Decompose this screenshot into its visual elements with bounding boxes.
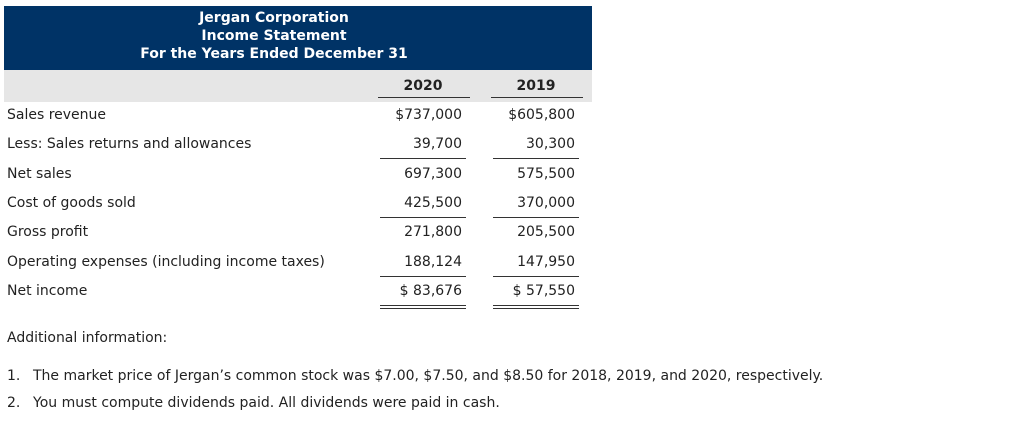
- rule: [493, 275, 579, 277]
- cell-value: 188,124: [404, 253, 462, 270]
- cell-value: $605,800: [508, 107, 575, 123]
- rule: [380, 307, 466, 309]
- cell-value: 425,500: [404, 194, 462, 211]
- rule: [493, 307, 579, 309]
- company-name: Jergan Corporation: [199, 10, 349, 26]
- header: Jergan Corporation Income Statement For …: [4, 6, 592, 70]
- cell-value: $737,000: [395, 107, 462, 123]
- cell-value: 205,500: [517, 224, 575, 241]
- row-label: Operating expenses (including income tax…: [7, 253, 325, 270]
- rule: [380, 158, 466, 160]
- rule: [493, 216, 579, 218]
- column-header: 2019: [516, 78, 556, 94]
- rule: [491, 97, 583, 98]
- rule: [380, 275, 466, 277]
- row-label: Cost of goods sold: [7, 194, 136, 211]
- cell-value: 575,500: [517, 165, 575, 182]
- rule: [380, 216, 466, 218]
- cell-value: $ 57,550: [512, 282, 575, 299]
- row-label: Gross profit: [7, 224, 89, 241]
- list-text: The market price of Jergan’s common stoc…: [33, 368, 824, 384]
- cell-value: 697,300: [404, 165, 462, 182]
- list-text: You must compute dividends paid. All div…: [33, 395, 500, 411]
- list-number: 1.: [7, 368, 21, 384]
- row-label: Sales revenue: [7, 107, 107, 123]
- list-number: 2.: [7, 395, 21, 411]
- column-header: 2020: [403, 78, 443, 94]
- rule: [380, 304, 466, 306]
- rule: [493, 158, 579, 160]
- cell-value: 271,800: [404, 224, 462, 241]
- additional-heading: Additional information:: [7, 330, 168, 346]
- rule: [493, 304, 579, 306]
- column-header-bar: [4, 70, 592, 102]
- row-label: Less: Sales returns and allowances: [7, 136, 252, 153]
- cell-value: 147,950: [517, 253, 575, 270]
- period: For the Years Ended December 31: [140, 46, 408, 62]
- rule: [378, 97, 470, 98]
- statement-title: Income Statement: [201, 28, 347, 44]
- cell-value: 30,300: [526, 136, 575, 153]
- cell-value: $ 83,676: [399, 282, 462, 299]
- row-label: Net sales: [7, 165, 72, 182]
- row-label: Net income: [7, 282, 88, 299]
- cell-value: 39,700: [413, 136, 462, 153]
- cell-value: 370,000: [517, 194, 575, 211]
